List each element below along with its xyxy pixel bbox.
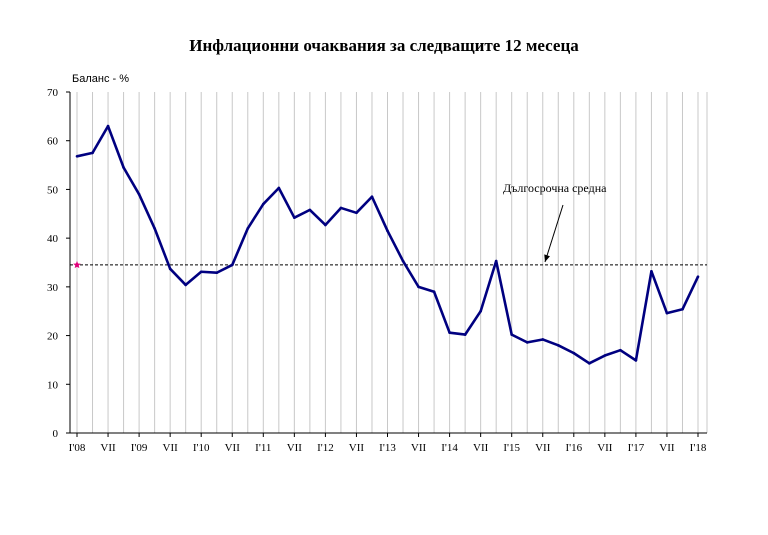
data-point <box>572 351 576 355</box>
y-tick-label: 60 <box>47 136 59 148</box>
data-point <box>432 290 436 294</box>
data-point <box>665 311 669 315</box>
x-tick-label: VII <box>535 442 551 454</box>
data-point <box>308 208 312 212</box>
data-point <box>696 275 700 278</box>
x-tick-label: I'09 <box>131 442 148 454</box>
data-point <box>122 166 125 169</box>
y-axis-ticks: 0 10 20 30 40 50 60 70 <box>47 87 70 440</box>
data-point <box>588 362 591 365</box>
data-point <box>262 202 265 206</box>
annotation-arrowhead <box>544 254 550 262</box>
data-point <box>525 341 529 344</box>
data-point <box>199 270 203 274</box>
x-tick-label: VII <box>597 442 613 454</box>
x-tick-label: I'13 <box>379 442 396 454</box>
data-point <box>510 333 513 336</box>
data-point <box>246 227 250 230</box>
data-point <box>650 269 653 273</box>
y-tick-label: 20 <box>47 331 59 343</box>
data-point <box>293 216 296 219</box>
x-tick-label: I'08 <box>69 442 86 454</box>
x-tick-label: I'18 <box>690 442 707 454</box>
data-point <box>75 155 79 158</box>
y-tick-label: 0 <box>53 428 59 440</box>
data-point <box>184 283 187 287</box>
x-tick-label: VII <box>225 442 241 454</box>
data-point <box>463 333 467 336</box>
data-point <box>479 309 482 313</box>
data-point <box>494 259 498 263</box>
data-point <box>603 354 607 357</box>
data-point <box>339 206 343 210</box>
data-point <box>448 331 451 334</box>
x-tick-label: I'12 <box>317 442 334 454</box>
x-tick-label: I'11 <box>255 442 271 454</box>
chart-title: Инфлационни очаквания за следващите 12 м… <box>189 36 579 55</box>
data-point <box>230 263 234 267</box>
x-tick-label: I'16 <box>565 442 582 454</box>
data-point <box>137 193 141 196</box>
long-term-average-marker <box>73 260 81 269</box>
x-tick-label: VII <box>100 442 116 454</box>
x-tick-label: VII <box>659 442 675 454</box>
long-term-average-label: Дългосрочна средна <box>503 181 607 195</box>
x-tick-label: VII <box>163 442 179 454</box>
x-tick-label: I'10 <box>193 442 210 454</box>
y-tick-label: 70 <box>47 87 59 99</box>
data-point <box>370 195 374 199</box>
x-tick-label: VII <box>287 442 303 454</box>
data-point <box>541 338 545 341</box>
data-point <box>277 186 281 190</box>
x-tick-label: VII <box>411 442 427 454</box>
data-points <box>75 124 700 365</box>
annotation-arrow <box>544 204 564 263</box>
y-tick-label: 10 <box>47 379 59 391</box>
data-point <box>355 211 358 215</box>
gridlines <box>76 92 708 433</box>
y-tick-label: 40 <box>47 233 59 245</box>
data-point <box>417 285 420 289</box>
data-point <box>324 223 327 227</box>
x-axis-ticks: I'08 VII I'09 VII I'10 VII I'11 VII I'12 VII I'13 V… <box>69 433 707 454</box>
x-tick-label: VII <box>349 442 365 454</box>
data-point <box>619 348 622 352</box>
data-point <box>681 307 684 311</box>
x-tick-label: I'15 <box>503 442 520 454</box>
y-axis-title: Баланс - % <box>72 73 129 85</box>
data-point <box>215 271 219 275</box>
data-point <box>556 344 560 347</box>
x-tick-label: I'17 <box>628 442 645 454</box>
data-point <box>386 229 389 233</box>
data-point <box>401 259 405 263</box>
y-tick-label: 50 <box>47 184 59 196</box>
data-point <box>106 124 110 128</box>
x-tick-label: I'14 <box>441 442 458 454</box>
data-point <box>91 151 94 155</box>
y-tick-label: 30 <box>47 282 59 294</box>
data-point <box>634 359 638 362</box>
data-point <box>168 267 172 271</box>
data-point <box>153 227 156 230</box>
x-tick-label: VII <box>473 442 489 454</box>
